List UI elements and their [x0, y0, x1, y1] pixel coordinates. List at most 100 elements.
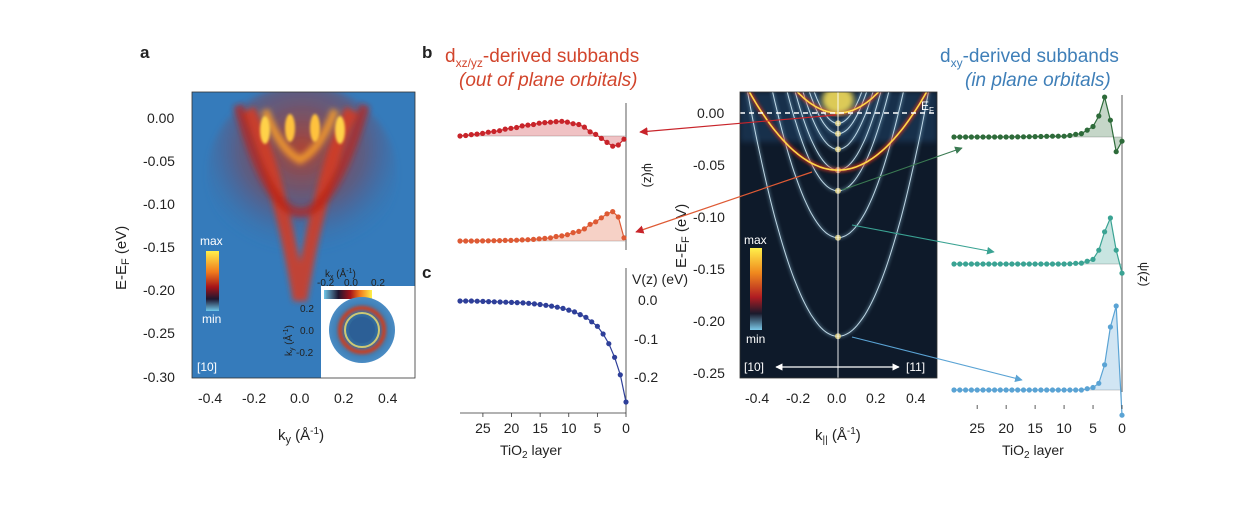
wf-point — [986, 387, 992, 393]
potential-point — [457, 298, 463, 304]
a-ytick: -0.20 — [143, 282, 175, 298]
potential-point — [594, 323, 601, 329]
wf-point — [570, 121, 576, 127]
wf-point — [1049, 387, 1056, 393]
calc-dir-right: [11] — [906, 360, 925, 374]
potential-point — [468, 298, 474, 304]
wf-point — [1119, 270, 1125, 276]
wf-point — [536, 120, 542, 126]
wf-point — [480, 130, 486, 136]
wf-point — [1096, 247, 1102, 253]
wf-point — [604, 211, 610, 217]
wf-point — [610, 209, 616, 215]
wf-point — [1090, 123, 1096, 130]
b-xtick: 0.2 — [866, 390, 886, 406]
wf-point — [621, 235, 627, 241]
inset-center — [349, 317, 375, 343]
arpes-colorbar-min: min — [202, 312, 221, 326]
c-ytick: 0.0 — [638, 292, 658, 308]
wf-point — [457, 238, 463, 244]
a-ytick: -0.15 — [143, 239, 175, 255]
wf-point — [542, 235, 548, 241]
layer-tick-label: 5 — [593, 420, 601, 436]
layer-tick-label: 10 — [1056, 420, 1072, 436]
wf-point — [457, 133, 463, 139]
panel-a: a max min — [113, 43, 416, 446]
panel-b-label: b — [422, 43, 432, 62]
potential-point — [560, 305, 566, 311]
wf-point — [485, 129, 491, 135]
wf-point — [547, 235, 554, 241]
wf-point — [1084, 127, 1090, 133]
a-ytick: -0.10 — [143, 196, 175, 212]
calc-colorbar-min: min — [746, 332, 765, 346]
potential-point — [617, 372, 623, 378]
arpes-bands — [233, 103, 370, 302]
inset-ytick-2: 0.0 — [300, 326, 314, 337]
wf-dxy-1 — [951, 94, 1125, 155]
wf-point — [1044, 387, 1050, 393]
arpes-bright-spots — [260, 114, 345, 144]
wf-point — [1090, 256, 1096, 262]
wf-point — [1067, 261, 1073, 267]
potential-point — [554, 304, 560, 310]
wf-point — [1055, 261, 1061, 267]
layer-tick-label: 0 — [622, 420, 630, 436]
potential-point — [503, 299, 509, 305]
wf-point — [1084, 258, 1090, 264]
wf-point — [1102, 94, 1108, 100]
wf-point — [519, 237, 525, 243]
wf-point — [1038, 387, 1044, 393]
wf-point — [951, 387, 957, 393]
layer-tick-label: 0 — [1118, 420, 1126, 436]
wf-point — [1009, 387, 1015, 393]
wf-point — [519, 123, 525, 129]
potential-point — [486, 299, 492, 305]
wf-point — [1015, 261, 1021, 267]
inset-xtick-2: 0.0 — [344, 278, 358, 289]
wf-point — [1055, 133, 1061, 139]
wf-point — [474, 238, 480, 244]
wf-point — [514, 124, 520, 131]
arrow-dxy-1 — [841, 146, 963, 191]
wf-point — [968, 387, 975, 393]
wf-point — [1102, 362, 1108, 368]
wf-point — [1009, 134, 1015, 140]
wf-point — [525, 122, 531, 128]
calc-dir-left: [10] — [744, 360, 764, 374]
c-ytick: -0.1 — [634, 331, 658, 347]
wf-point — [468, 132, 474, 138]
dxy-wavefunctions: ψ(z) 25 20 15 10 5 0 TiO2 layer — [951, 94, 1152, 461]
wf-point — [598, 215, 605, 221]
wf-point — [1020, 261, 1027, 267]
wf-point — [497, 238, 503, 244]
b-ytick: -0.15 — [693, 261, 725, 277]
arpes-light-band-glow — [241, 106, 359, 302]
wf-dxy-2 — [951, 215, 1125, 276]
wf-point — [1113, 149, 1119, 155]
wf-point — [491, 238, 497, 244]
wf-point — [1073, 387, 1079, 393]
arpes-frame — [191, 91, 416, 379]
potential-point — [566, 307, 572, 313]
potential-point — [514, 300, 520, 306]
wf-area — [954, 306, 1122, 416]
a-xtick: -0.2 — [242, 390, 266, 406]
wf-point — [1026, 387, 1032, 393]
wf-point — [1032, 134, 1038, 140]
potential-point — [577, 312, 583, 318]
wf-point — [547, 119, 554, 125]
dxz-wavefunctions: ψ(z) — [457, 103, 656, 250]
wf-point — [1102, 229, 1108, 235]
b-ytick: -0.05 — [693, 157, 725, 173]
a-ylabel: E-EF (eV) — [113, 226, 132, 290]
wf-area — [460, 211, 624, 241]
wf-point — [463, 132, 469, 139]
wf-point — [1078, 387, 1084, 393]
wf-point — [559, 118, 565, 124]
dxz-title: dxz/yz-derived subbands — [445, 46, 639, 70]
wf-point — [1061, 261, 1067, 267]
wf-point — [525, 237, 531, 243]
wf-point — [1107, 117, 1113, 123]
